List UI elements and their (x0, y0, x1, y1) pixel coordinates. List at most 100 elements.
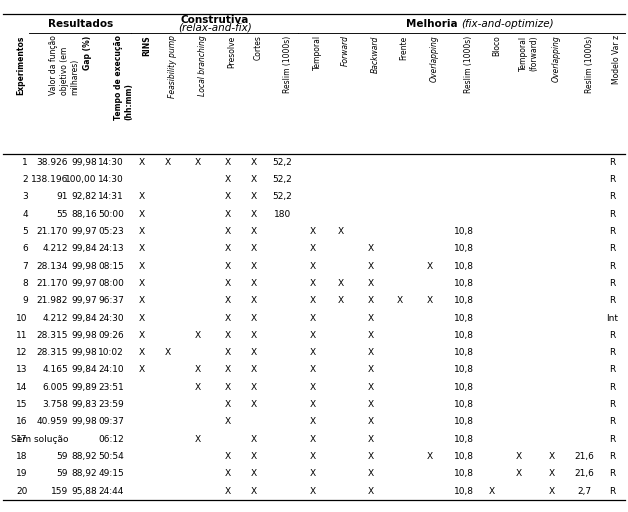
Text: X: X (251, 313, 257, 323)
Text: Valor da função
objetivo (em
milhares): Valor da função objetivo (em milhares) (49, 35, 79, 95)
Text: R: R (609, 435, 615, 443)
Text: 20: 20 (16, 486, 28, 496)
Text: Overlapping: Overlapping (430, 35, 439, 82)
Text: X: X (251, 435, 257, 443)
Text: X: X (224, 193, 230, 201)
Text: R: R (609, 417, 615, 426)
Text: X: X (549, 470, 555, 478)
Text: 14: 14 (16, 383, 28, 392)
Text: 52,2: 52,2 (273, 193, 293, 201)
Text: R: R (609, 279, 615, 288)
Text: R: R (609, 348, 615, 357)
Text: X: X (368, 348, 374, 357)
Text: 08:00: 08:00 (98, 279, 124, 288)
Text: 180: 180 (274, 210, 291, 219)
Text: 17: 17 (16, 435, 28, 443)
Text: 10,8: 10,8 (454, 366, 474, 374)
Text: 6: 6 (22, 244, 28, 253)
Text: 99,98: 99,98 (71, 331, 97, 340)
Text: X: X (368, 366, 374, 374)
Text: 14:30: 14:30 (98, 158, 124, 167)
Text: X: X (165, 158, 171, 167)
Text: 59: 59 (57, 470, 68, 478)
Text: R: R (609, 244, 615, 253)
Text: X: X (310, 348, 316, 357)
Text: X: X (489, 486, 495, 496)
Text: 21,6: 21,6 (575, 470, 595, 478)
Text: 21.170: 21.170 (36, 227, 68, 236)
Text: X: X (139, 331, 145, 340)
Text: X: X (368, 244, 374, 253)
Text: Tempo de execução
(hh:mm): Tempo de execução (hh:mm) (114, 35, 134, 120)
Text: X: X (139, 313, 145, 323)
Text: X: X (338, 296, 344, 305)
Text: 28.134: 28.134 (36, 262, 68, 270)
Text: 21,6: 21,6 (575, 452, 595, 461)
Text: 138.196: 138.196 (31, 175, 68, 184)
Text: X: X (310, 262, 316, 270)
Text: X: X (427, 452, 433, 461)
Text: 14:30: 14:30 (98, 175, 124, 184)
Text: 3: 3 (22, 193, 28, 201)
Text: X: X (310, 383, 316, 392)
Text: 21.982: 21.982 (36, 296, 68, 305)
Text: X: X (251, 262, 257, 270)
Text: R: R (609, 452, 615, 461)
Text: X: X (195, 331, 202, 340)
Text: 11: 11 (16, 331, 28, 340)
Text: 14:31: 14:31 (98, 193, 124, 201)
Text: 91: 91 (57, 193, 68, 201)
Text: Reslim (1000s): Reslim (1000s) (585, 35, 593, 93)
Text: X: X (224, 262, 230, 270)
Text: X: X (139, 366, 145, 374)
Text: X: X (251, 210, 257, 219)
Text: R: R (609, 400, 615, 409)
Text: X: X (251, 175, 257, 184)
Text: 12: 12 (16, 348, 28, 357)
Text: 99,84: 99,84 (71, 313, 97, 323)
Text: X: X (251, 193, 257, 201)
Text: 9: 9 (22, 296, 28, 305)
Text: 10,8: 10,8 (454, 279, 474, 288)
Text: 10,8: 10,8 (454, 313, 474, 323)
Text: 88,16: 88,16 (71, 210, 97, 219)
Text: 52,2: 52,2 (273, 158, 293, 167)
Text: Frente: Frente (399, 35, 408, 59)
Text: X: X (549, 452, 555, 461)
Text: X: X (251, 486, 257, 496)
Text: Sem solução: Sem solução (11, 435, 68, 443)
Text: Melhoria: Melhoria (406, 19, 462, 29)
Text: X: X (195, 158, 202, 167)
Text: X: X (368, 417, 374, 426)
Text: X: X (195, 366, 202, 374)
Text: 09:26: 09:26 (98, 331, 124, 340)
Text: X: X (224, 158, 230, 167)
Text: X: X (251, 296, 257, 305)
Text: 99,98: 99,98 (71, 417, 97, 426)
Text: Construtiva: Construtiva (181, 15, 249, 25)
Text: 06:12: 06:12 (98, 435, 124, 443)
Text: R: R (609, 366, 615, 374)
Text: Local branching: Local branching (198, 35, 207, 96)
Text: X: X (368, 452, 374, 461)
Text: X: X (368, 435, 374, 443)
Text: X: X (251, 383, 257, 392)
Text: Bloco: Bloco (492, 35, 501, 56)
Text: Experimentos: Experimentos (16, 35, 25, 95)
Text: X: X (396, 296, 403, 305)
Text: X: X (224, 210, 230, 219)
Text: X: X (368, 313, 374, 323)
Text: X: X (224, 313, 230, 323)
Text: 5: 5 (22, 227, 28, 236)
Text: X: X (251, 470, 257, 478)
Text: X: X (516, 452, 522, 461)
Text: X: X (368, 400, 374, 409)
Text: 08:15: 08:15 (98, 262, 124, 270)
Text: R: R (609, 331, 615, 340)
Text: 09:37: 09:37 (98, 417, 124, 426)
Text: X: X (139, 193, 145, 201)
Text: X: X (251, 400, 257, 409)
Text: R: R (609, 383, 615, 392)
Text: 49:15: 49:15 (98, 470, 124, 478)
Text: (relax-and-fix): (relax-and-fix) (178, 23, 252, 33)
